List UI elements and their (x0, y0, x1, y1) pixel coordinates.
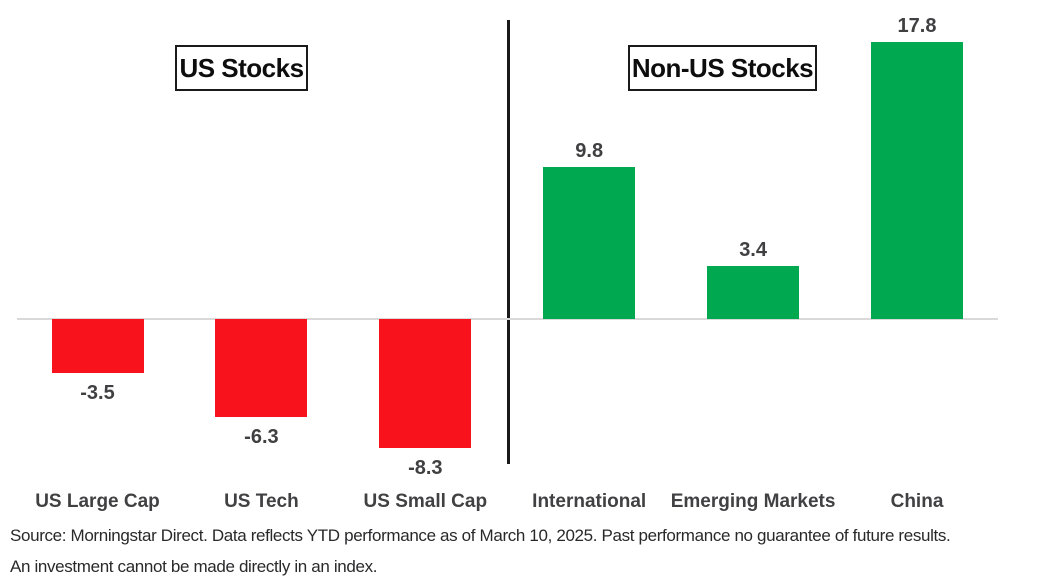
group-divider-line (507, 20, 510, 464)
category-label-international: International (532, 491, 647, 512)
bar-us-tech (215, 319, 308, 417)
value-label-us-large-cap: -3.5 (80, 382, 115, 405)
category-label-us-tech: US Tech (224, 491, 299, 512)
source-note-line1: Source: Morningstar Direct. Data reflect… (10, 526, 951, 545)
value-label-international: 9.8 (575, 139, 604, 162)
bar-emerging-markets (707, 266, 800, 319)
zero-axis-line (17, 318, 998, 320)
source-note-line2: An investment cannot be made directly in… (10, 557, 378, 576)
bar-international (543, 166, 636, 319)
category-label-us-large-cap: US Large Cap (35, 491, 160, 512)
category-label-china: China (890, 491, 944, 512)
bar-us-large-cap (51, 319, 144, 374)
value-label-us-tech: -6.3 (244, 425, 279, 448)
category-label-us-small-cap: US Small Cap (363, 491, 488, 512)
category-label-emerging-markets: Emerging Markets (670, 491, 836, 512)
value-label-china: 17.8 (897, 15, 937, 38)
group-label-us-stocks: US Stocks (175, 45, 308, 91)
bar-us-small-cap (379, 319, 472, 449)
value-label-emerging-markets: 3.4 (739, 239, 767, 262)
bar-china (871, 42, 963, 319)
value-label-us-small-cap: -8.3 (408, 457, 443, 480)
group-label-non-us-stocks: Non-US Stocks (628, 45, 817, 91)
